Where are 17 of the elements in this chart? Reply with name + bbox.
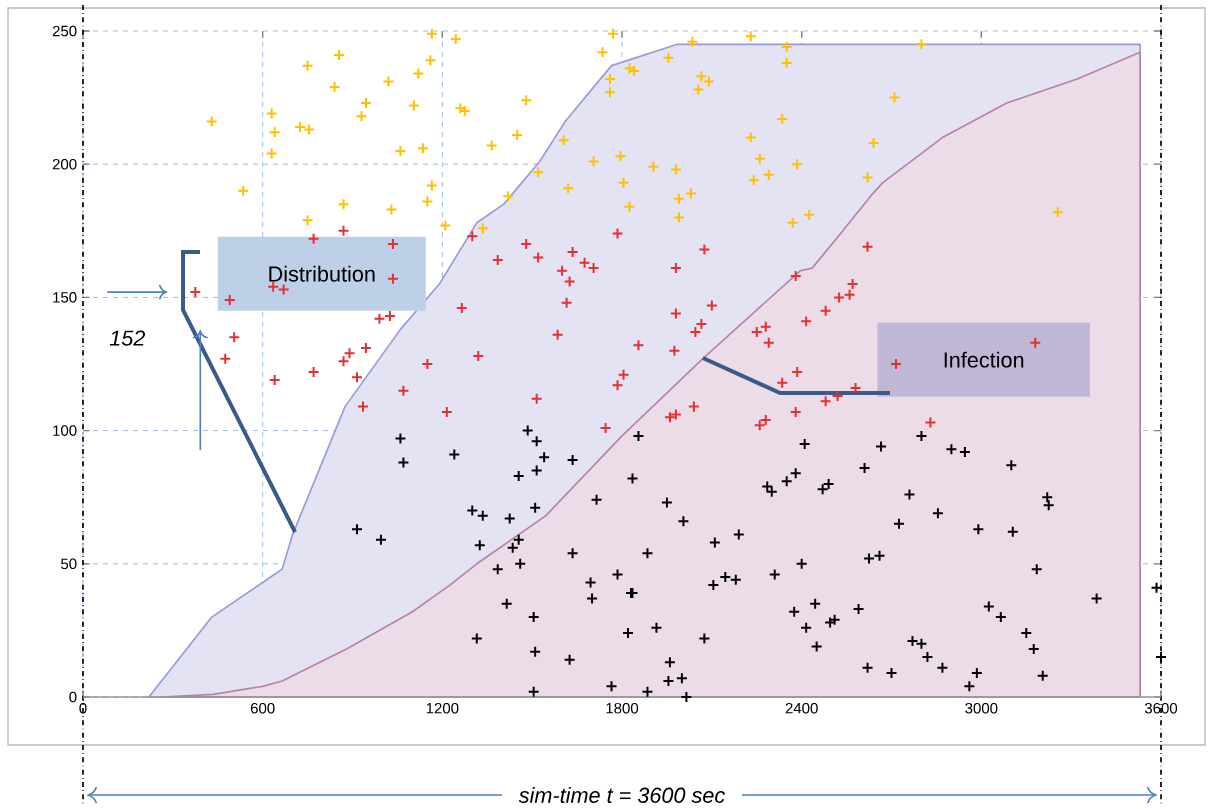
x-tick-label: 3600	[1144, 702, 1178, 714]
y-tick-label: 250	[52, 25, 77, 37]
y-tick-label: 50	[61, 558, 77, 570]
x-axis-title: sim-time t = 3600 sec	[518, 787, 725, 803]
x-tick-label: 1800	[606, 702, 639, 714]
y-tick-label: 200	[52, 158, 77, 170]
x-tick-label: 600	[250, 702, 275, 714]
text: Distribution	[269, 265, 375, 282]
x-tick-label: 2400	[785, 702, 818, 714]
y-tick-label: 0	[69, 691, 77, 703]
y-tick-label: 100	[53, 425, 77, 436]
y-tick-label: 150	[53, 292, 77, 303]
series-label: Infection	[944, 351, 1024, 368]
x-tick-label: 0	[79, 702, 87, 714]
x-tick-label: 3000	[965, 702, 998, 714]
annotation: 152	[109, 330, 146, 346]
x-tick-label: 1200	[426, 702, 459, 714]
